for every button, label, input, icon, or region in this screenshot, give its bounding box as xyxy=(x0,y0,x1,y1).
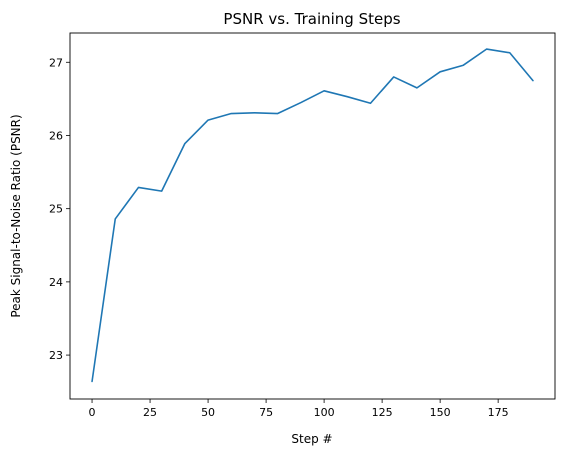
x-axis-ticks: 0 25 50 75 100 125 150 175 xyxy=(89,399,509,419)
plot-area xyxy=(70,33,555,399)
x-tick-label: 125 xyxy=(372,406,393,419)
x-tick-label: 50 xyxy=(201,406,215,419)
x-tick-label: 100 xyxy=(314,406,335,419)
x-axis-label: Step # xyxy=(291,432,332,446)
series-lines xyxy=(91,48,534,383)
plot-frame xyxy=(69,32,556,400)
x-tick-label: 175 xyxy=(488,406,509,419)
psnr-series-line xyxy=(91,48,534,383)
y-axis-ticks: 23 24 25 26 27 xyxy=(49,56,70,362)
chart-title: PSNR vs. Training Steps xyxy=(223,10,400,28)
x-tick-label: 150 xyxy=(430,406,451,419)
x-tick-label: 75 xyxy=(259,406,273,419)
y-tick-label: 23 xyxy=(49,349,63,362)
y-tick-label: 24 xyxy=(49,276,63,289)
y-tick-label: 26 xyxy=(49,129,63,142)
y-axis-label: Peak Signal-to-Noise Ratio (PSNR) xyxy=(9,114,23,317)
y-tick-label: 25 xyxy=(49,203,63,216)
y-tick-label: 27 xyxy=(49,56,63,69)
x-tick-label: 0 xyxy=(89,406,96,419)
x-tick-label: 25 xyxy=(143,406,157,419)
